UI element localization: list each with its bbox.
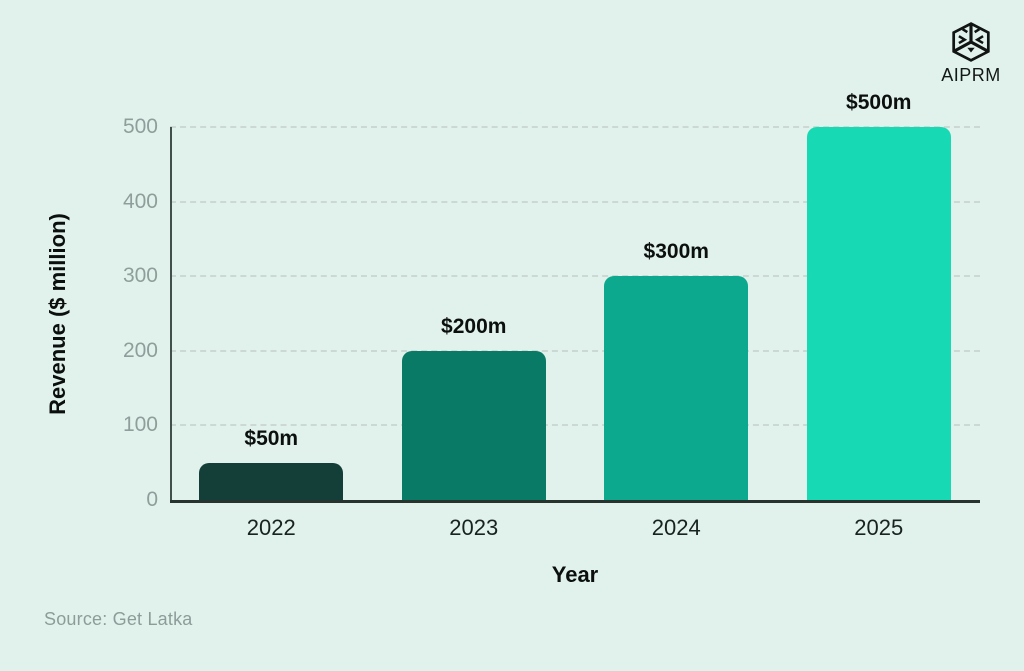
y-axis-line	[170, 127, 172, 503]
y-tick-label-500: 500	[122, 115, 158, 138]
y-tick-label-300: 300	[122, 264, 158, 288]
x-tick-label-2023: 2023	[449, 515, 499, 540]
bar-value-label-2023: $200m	[441, 315, 507, 338]
gridline-200	[170, 349, 980, 352]
y-tick-label-100: 100	[122, 413, 158, 437]
bar-2023	[401, 351, 546, 500]
bar-value-label-2024: $300m	[643, 240, 709, 263]
bar-2022	[199, 463, 344, 500]
gridline-500	[170, 126, 980, 128]
x-tick-label-2024: 2024	[651, 515, 701, 540]
x-axis-title: Year	[551, 562, 599, 587]
x-tick-label-2025: 2025	[854, 515, 904, 540]
aiprm-logo: AIPRM	[936, 22, 1006, 85]
bar-2025	[806, 127, 951, 500]
aiprm-logo-text: AIPRM	[941, 65, 1001, 85]
gridline-100	[170, 424, 980, 427]
aiprm-cube-icon	[952, 22, 990, 62]
bar-value-label-2022: $50m	[244, 427, 299, 450]
x-axis-line	[170, 500, 980, 503]
y-tick-label-200: 200	[122, 338, 158, 362]
x-tick-label-2022: 2022	[246, 515, 296, 540]
y-tick-label-400: 400	[122, 189, 158, 213]
source-caption: Source: Get Latka	[44, 609, 193, 629]
bar-2024	[604, 276, 749, 500]
gridline-400	[170, 200, 980, 203]
bar-value-label-2025: $500m	[846, 91, 912, 114]
y-tick-label-0: 0	[146, 488, 158, 511]
y-axis-title: Revenue ($ million)	[45, 213, 70, 415]
gridline-300	[170, 275, 980, 278]
